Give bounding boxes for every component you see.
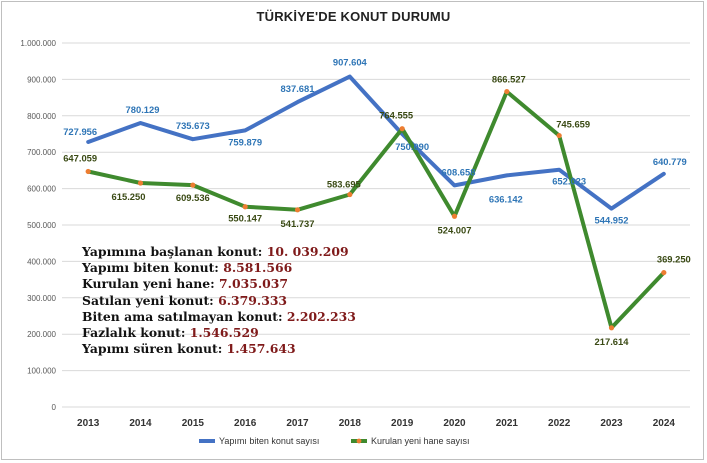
data-label: 837.681	[281, 83, 315, 94]
y-tick-label: 300.000	[27, 294, 56, 303]
x-tick-label: 2014	[129, 418, 152, 429]
data-label: 647.059	[63, 152, 97, 163]
data-label: 636.142	[489, 193, 523, 204]
data-label: 750.090	[395, 141, 429, 152]
x-tick-label: 2019	[391, 418, 414, 429]
series-2-point	[85, 168, 91, 175]
summary-label: Fazlalık konut:	[82, 325, 186, 341]
series-2-point	[294, 207, 301, 213]
y-tick-label: 900.000	[27, 75, 56, 84]
summary-value: 6.379.333	[218, 292, 288, 308]
data-label: 217.614	[595, 336, 630, 347]
summary-line-unsold: Biten ama satılmayan konut: 2.202.233	[82, 309, 356, 325]
x-tick-label: 2013	[77, 418, 100, 429]
summary-label: Yapımı süren konut:	[82, 341, 223, 357]
series-line-2	[86, 89, 666, 330]
y-tick-label: 700.000	[27, 148, 56, 157]
series-2-point	[399, 126, 405, 132]
y-tick-label: 800.000	[27, 112, 56, 121]
series-2-point	[137, 180, 144, 186]
x-tick-label: 2021	[496, 418, 519, 429]
summary-line-sold: Satılan yeni konut: 6.379.333	[82, 293, 356, 309]
summary-box: Yapımına başlanan konut: 10. 039.209 Yap…	[82, 244, 356, 357]
series-2-point	[608, 325, 615, 331]
data-label: 369.250	[657, 254, 691, 265]
data-label: 652.023	[552, 176, 586, 187]
legend-label: Yapımı biten konut sayısı	[219, 436, 319, 446]
data-label: 608.658	[442, 166, 476, 177]
summary-label: Satılan yeni konut:	[82, 292, 214, 308]
summary-line-surplus: Fazlalık konut: 1.546.529	[82, 325, 356, 341]
x-tick-label: 2017	[286, 418, 309, 429]
data-label: 541.737	[281, 218, 315, 229]
y-tick-label: 100.000	[27, 367, 56, 376]
data-label: 544.952	[595, 215, 629, 226]
data-label: 583.695	[327, 179, 361, 190]
y-tick-label: 600.000	[27, 185, 56, 194]
y-tick-label: 400.000	[27, 257, 56, 266]
y-tick-label: 500.000	[27, 221, 56, 230]
legend-label: Kurulan yeni hane sayısı	[371, 436, 470, 446]
series-2-point	[451, 213, 458, 219]
data-label: 735.673	[176, 120, 210, 131]
data-label: 550.147	[228, 213, 262, 224]
x-tick-label: 2024	[653, 418, 676, 429]
summary-label: Biten ama satılmayan konut:	[82, 308, 283, 324]
series-2-point	[504, 88, 510, 95]
data-label: 907.604	[333, 57, 368, 68]
data-label: 615.250	[112, 191, 146, 202]
data-label: 759.879	[228, 136, 262, 147]
data-label: 640.779	[653, 156, 687, 167]
y-tick-label: 0	[52, 403, 57, 412]
summary-line-completed: Yapımı biten konut: 8.581.566	[82, 260, 356, 276]
data-label: 780.129	[126, 104, 160, 115]
x-tick-label: 2015	[182, 418, 205, 429]
data-label: 609.536	[176, 192, 210, 203]
data-label: 524.007	[438, 224, 472, 235]
series-2-point	[556, 132, 562, 139]
series-2-point	[661, 269, 667, 276]
summary-line-ongoing: Yapımı süren konut: 1.457.643	[82, 341, 356, 357]
summary-label: Yapımına başlanan konut:	[82, 244, 263, 259]
summary-value: 2.202.233	[286, 308, 356, 324]
series-2-point	[347, 191, 353, 198]
data-label: 866.527	[492, 74, 526, 85]
x-tick-label: 2018	[339, 418, 362, 429]
summary-label: Yapımı biten konut:	[82, 260, 219, 276]
summary-label: Kurulan yeni hane:	[82, 276, 215, 292]
summary-line-new-households: Kurulan yeni hane: 7.035.037	[82, 276, 356, 292]
y-tick-label: 1.000.000	[20, 39, 56, 48]
series-2-point	[242, 204, 248, 210]
x-tick-label: 2022	[548, 418, 571, 429]
summary-value: 8.581.566	[223, 260, 293, 276]
summary-value: 1.546.529	[189, 325, 259, 341]
data-label: 764.555	[379, 110, 413, 121]
data-label: 727.956	[63, 126, 97, 137]
y-tick-label: 200.000	[27, 330, 56, 339]
summary-value: 10. 039.209	[266, 244, 349, 259]
x-tick-label: 2016	[234, 418, 257, 429]
chart-title: TÜRKİYE'DE KONUT DURUMU	[256, 9, 451, 24]
legend-marker	[356, 438, 362, 444]
summary-line-started: Yapımına başlanan konut: 10. 039.209	[82, 244, 356, 260]
series-line-1	[86, 74, 666, 211]
summary-value: 1.457.643	[226, 341, 296, 357]
x-tick-label: 2020	[443, 418, 466, 429]
series-2-point	[190, 182, 196, 188]
summary-value: 7.035.037	[219, 276, 289, 292]
data-label: 745.659	[556, 119, 590, 130]
x-tick-label: 2023	[600, 418, 623, 429]
